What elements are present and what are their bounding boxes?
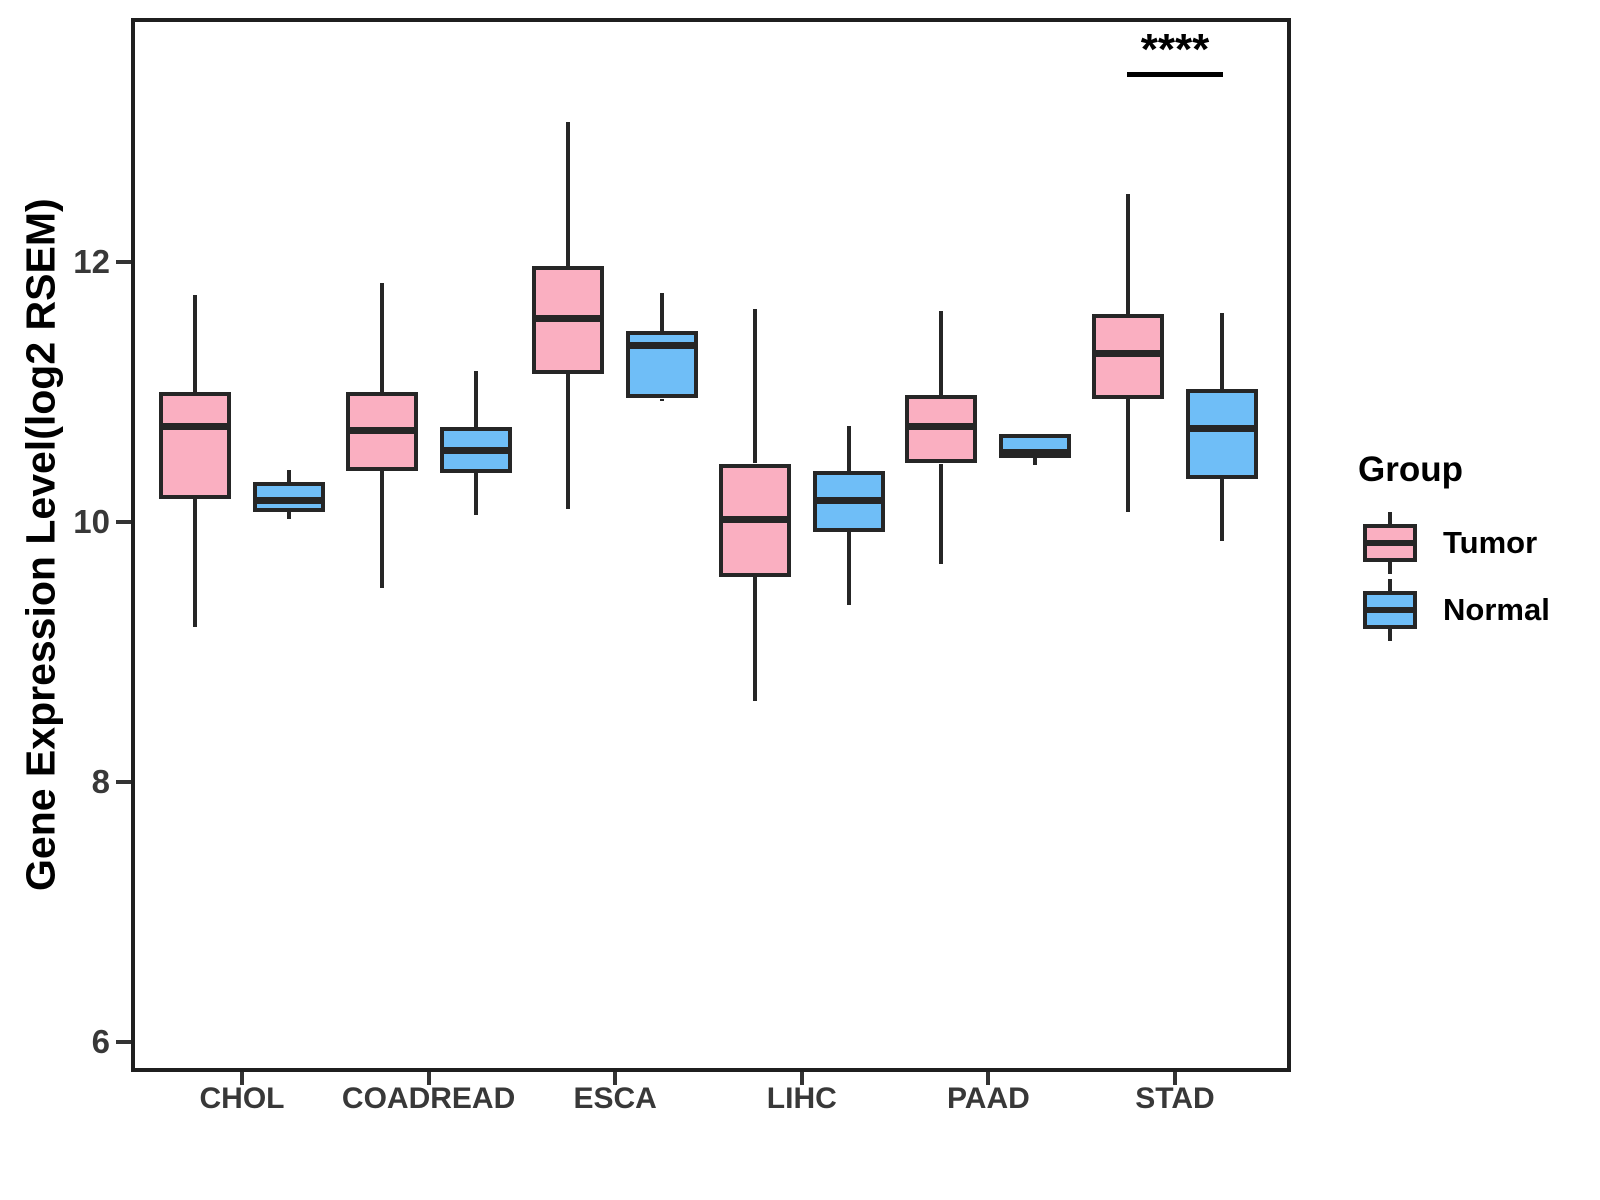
legend: Group Tumor Normal [1358, 450, 1598, 710]
y-tick-mark [116, 260, 131, 264]
whisker-lower-normal-lihc [846, 532, 851, 606]
legend-key-median [1367, 540, 1413, 546]
whisker-lower-normal-paad [1033, 458, 1038, 465]
whisker-upper-normal-stad [1220, 312, 1224, 390]
whisker-lower-normal-stad [1220, 479, 1224, 542]
median-normal-coadread [443, 447, 508, 455]
whisker-lower-normal-esca [660, 398, 665, 402]
median-normal-esca [630, 342, 695, 350]
whisker-upper-tumor-chol [193, 294, 197, 392]
y-tick-label: 6 [91, 1023, 110, 1060]
x-tick-label: ESCA [573, 1082, 657, 1115]
legend-item-tumor: Tumor [1363, 512, 1537, 574]
x-tick-mark [613, 1072, 618, 1085]
legend-label-normal: Normal [1443, 592, 1550, 627]
legend-key-normal-boxplot-icon [1363, 579, 1417, 641]
box-tumor-chol [159, 392, 231, 499]
median-tumor-stad [1096, 350, 1160, 357]
median-normal-stad [1190, 425, 1254, 433]
y-tick-label: 10 [73, 503, 110, 540]
box-normal-coadread [439, 427, 512, 473]
x-tick-label: LIHC [766, 1082, 837, 1115]
whisker-upper-tumor-stad [1126, 194, 1130, 314]
whisker-lower-tumor-paad [939, 463, 944, 564]
box-tumor-lihc [718, 463, 791, 577]
y-tick-mark [116, 520, 131, 524]
box-tumor-stad [1092, 314, 1164, 399]
whisker-upper-tumor-paad [939, 311, 944, 395]
box-normal-lihc [812, 471, 885, 533]
median-normal-paad [1003, 448, 1068, 456]
legend-key-box [1363, 524, 1417, 562]
whisker-upper-tumor-esca [566, 121, 571, 266]
box-normal-chol [253, 481, 325, 512]
whisker-lower-normal-chol [287, 511, 291, 520]
significance-stars: **** [1140, 25, 1210, 74]
box-tumor-coadread [345, 392, 418, 472]
x-tick-mark [1173, 1072, 1177, 1085]
whisker-upper-tumor-coadread [379, 282, 384, 392]
whisker-lower-tumor-esca [566, 373, 571, 509]
median-tumor-esca [536, 314, 601, 322]
median-normal-lihc [816, 496, 881, 504]
whisker-upper-normal-coadread [473, 371, 478, 428]
whisker-lower-normal-coadread [473, 472, 478, 516]
box-normal-stad [1186, 389, 1258, 480]
x-tick-label: PAAD [947, 1082, 1030, 1115]
y-tick-label: 8 [91, 763, 110, 800]
box-normal-paad [999, 433, 1072, 459]
x-tick-mark [986, 1072, 991, 1085]
x-tick-label: CHOL [199, 1082, 285, 1115]
x-tick-label: STAD [1135, 1082, 1215, 1115]
median-tumor-paad [909, 422, 974, 430]
legend-title: Group [1358, 450, 1463, 489]
median-tumor-coadread [349, 426, 414, 434]
x-tick-mark [426, 1072, 431, 1085]
median-tumor-lihc [722, 516, 787, 524]
box-tumor-esca [532, 265, 605, 374]
legend-item-normal: Normal [1363, 579, 1550, 641]
whisker-upper-normal-chol [287, 470, 291, 482]
legend-key-box [1363, 591, 1417, 629]
significance-bar [1127, 72, 1223, 77]
whisker-lower-tumor-coadread [379, 471, 384, 589]
x-tick-mark [240, 1072, 244, 1085]
whisker-lower-tumor-chol [193, 498, 197, 628]
median-tumor-chol [163, 422, 227, 430]
whisker-upper-tumor-lihc [752, 308, 757, 464]
y-tick-label: 12 [73, 243, 110, 280]
box-normal-esca [626, 330, 699, 399]
x-tick-mark [799, 1072, 804, 1085]
y-tick-mark [116, 780, 131, 784]
plot-panel [131, 18, 1291, 1072]
y-tick-mark [116, 1040, 131, 1044]
whisker-lower-tumor-lihc [752, 576, 757, 702]
legend-key-median [1367, 607, 1413, 613]
median-normal-chol [257, 496, 321, 504]
x-tick-label: COADREAD [341, 1082, 516, 1115]
whisker-lower-tumor-stad [1126, 398, 1130, 512]
whisker-upper-normal-lihc [846, 425, 851, 472]
whisker-upper-normal-esca [660, 293, 665, 331]
legend-key-tumor-boxplot-icon [1363, 512, 1417, 574]
y-axis-title: Gene Expression Level(log2 RSEM) [17, 198, 64, 892]
legend-label-tumor: Tumor [1443, 525, 1538, 560]
box-tumor-paad [905, 394, 978, 464]
